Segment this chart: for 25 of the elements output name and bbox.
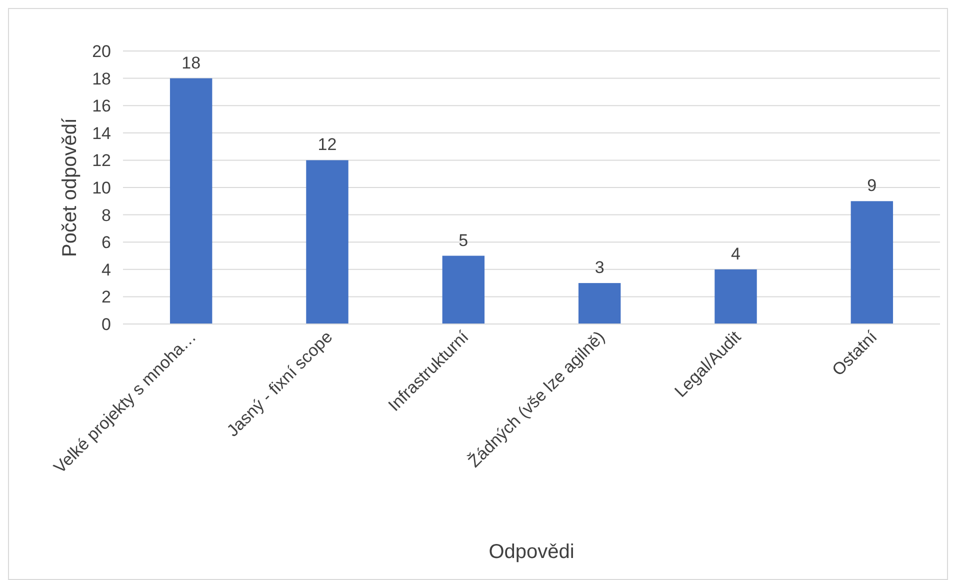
bar [170,78,212,324]
bar [306,160,348,324]
y-tick-label: 20 [92,42,111,61]
y-tick-label: 0 [102,314,111,334]
y-tick-label: 16 [92,96,111,116]
data-label: 4 [731,244,740,264]
data-label: 3 [594,258,604,278]
data-label: 5 [458,230,468,250]
y-tick-label: 12 [92,151,111,170]
bar [850,201,894,324]
data-label: 18 [182,53,201,72]
y-tick-label: 2 [102,288,111,307]
y-tick-label: 6 [102,233,111,252]
y-tick-label: 18 [92,69,111,88]
y-tick-label: 4 [102,260,111,280]
y-tick-label: 10 [92,178,111,198]
data-label: 9 [867,176,877,196]
bar [578,283,621,324]
data-label: 12 [318,135,337,154]
y-axis-title: Počet odpovědí [59,118,81,257]
x-axis-title: Odpovědi [488,541,574,563]
y-tick-label: 14 [92,124,111,143]
bar [714,269,757,324]
y-tick-label: 8 [102,206,111,225]
bar [442,256,485,324]
